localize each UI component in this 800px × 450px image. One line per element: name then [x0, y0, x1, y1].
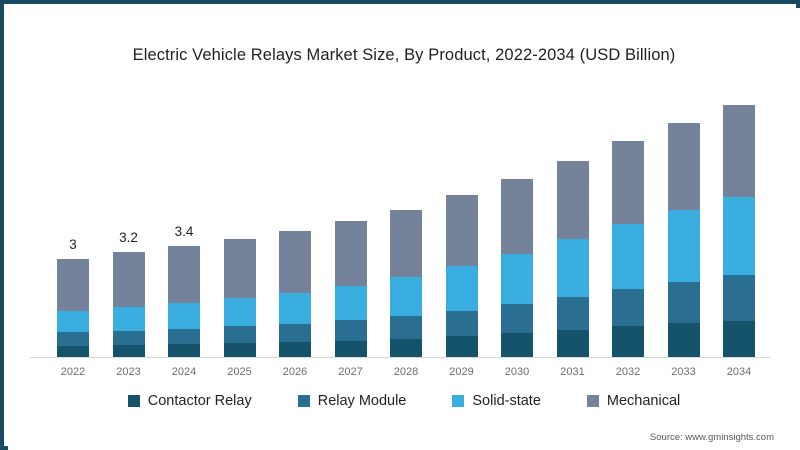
bar-2027: [334, 221, 367, 357]
bar-2028: [390, 209, 422, 357]
value-label-2023: 3.2: [119, 230, 138, 246]
legend-item-mechanical[interactable]: Mechanical: [586, 393, 681, 409]
bar-segment-relay-module: [723, 275, 755, 321]
bar-2030: [501, 178, 533, 357]
bar-segment-solid-state: [279, 292, 311, 324]
bar-2029: [445, 195, 478, 357]
bar-segment-contactor-relay: [723, 321, 755, 357]
bar-segment-solid-state: [168, 303, 200, 329]
x-tick-2034: 2034: [726, 366, 752, 378]
bar-2033: [667, 123, 700, 357]
bar-segment-mechanical: [612, 141, 644, 224]
bar-segment-relay-module: [112, 330, 145, 346]
x-tick-2023: 2023: [116, 366, 141, 378]
bar-segment-mechanical: [334, 221, 367, 286]
bar-segment-mechanical: [723, 105, 755, 197]
bar-segment-contactor-relay: [556, 329, 589, 357]
source-attribution: Source: www.gminsights.com: [649, 432, 774, 443]
bar-segment-mechanical: [57, 258, 89, 312]
bar-segment-solid-state: [223, 298, 256, 327]
bar-segment-relay-module: [556, 296, 589, 330]
value-label-2022: 3: [69, 236, 77, 252]
bar-segment-solid-state: [723, 196, 755, 276]
x-tick-2026: 2026: [282, 366, 308, 378]
bar-segment-contactor-relay: [445, 336, 478, 357]
bar-segment-contactor-relay: [334, 340, 367, 357]
bar-segment-mechanical: [556, 160, 589, 240]
legend-label: Mechanical: [606, 393, 681, 409]
bar-segment-relay-module: [279, 323, 311, 342]
bar-2034: [723, 105, 755, 357]
bar-segment-contactor-relay: [57, 346, 89, 357]
legend-swatch-icon: [127, 395, 140, 407]
x-tick-2024: 2024: [171, 366, 197, 378]
x-tick-2025: 2025: [227, 366, 252, 378]
bar-2032: [612, 141, 644, 357]
x-tick-2027: 2027: [338, 366, 363, 378]
bar-segment-solid-state: [112, 307, 145, 331]
bar-segment-mechanical: [223, 239, 256, 299]
chart-canvas: Electric Vehicle Relays Market Size, By …: [8, 8, 800, 450]
bar-2022: [57, 258, 89, 357]
bar-segment-relay-module: [223, 326, 256, 344]
x-tick-2022: 2022: [60, 366, 86, 378]
bar-segment-relay-module: [445, 310, 478, 337]
bar-segment-contactor-relay: [612, 326, 644, 357]
x-tick-2031: 2031: [560, 366, 585, 378]
bar-2023: [112, 252, 145, 357]
legend-label: Solid-state: [472, 393, 541, 409]
bar-segment-mechanical: [390, 209, 422, 278]
bar-2024: [168, 245, 200, 357]
bar-segment-relay-module: [612, 288, 644, 327]
bar-segment-solid-state: [445, 266, 478, 311]
chart-legend: Contactor Relay Relay Module Solid-state Me…: [8, 393, 800, 409]
bar-segment-mechanical: [168, 245, 200, 304]
legend-item-solid-state[interactable]: Solid-state: [452, 393, 541, 409]
chart-title: Electric Vehicle Relays Market Size, By …: [132, 46, 676, 64]
bar-segment-solid-state: [390, 277, 422, 317]
bar-segment-mechanical: [501, 178, 533, 254]
x-tick-2033: 2033: [671, 366, 696, 378]
bar-segment-contactor-relay: [501, 333, 533, 357]
bar-segment-solid-state: [667, 209, 700, 282]
bar-2026: [279, 231, 311, 357]
bar-segment-mechanical: [667, 123, 700, 210]
bar-segment-solid-state: [334, 285, 367, 321]
bar-segment-solid-state: [612, 223, 644, 289]
bar-2025: [223, 239, 256, 357]
bar-segment-contactor-relay: [667, 323, 700, 357]
bar-segment-contactor-relay: [390, 338, 422, 357]
bar-segment-contactor-relay: [168, 344, 200, 357]
legend-swatch-icon: [452, 395, 465, 407]
x-tick-2028: 2028: [393, 366, 419, 378]
bar-segment-contactor-relay: [112, 345, 145, 357]
legend-swatch-icon: [586, 395, 599, 407]
bar-segment-relay-module: [168, 328, 200, 345]
bar-segment-relay-module: [667, 281, 700, 324]
bar-segment-solid-state: [57, 311, 89, 333]
x-tick-2030: 2030: [504, 366, 530, 378]
legend-label: Contactor Relay: [147, 393, 252, 409]
bar-segment-mechanical: [445, 195, 478, 267]
legend-swatch-icon: [297, 395, 310, 407]
bar-segment-relay-module: [57, 332, 89, 347]
bar-2031: [556, 160, 589, 357]
x-tick-2029: 2029: [449, 366, 474, 378]
bar-segment-relay-module: [501, 304, 533, 334]
legend-item-contactor-relay[interactable]: Contactor Relay: [127, 393, 252, 409]
value-label-2024: 3.4: [174, 223, 194, 239]
bar-segment-solid-state: [501, 253, 533, 305]
bar-segment-contactor-relay: [223, 343, 256, 357]
bar-segment-solid-state: [556, 239, 589, 297]
legend-label: Relay Module: [317, 393, 407, 409]
bar-segment-relay-module: [334, 320, 367, 341]
bar-segment-relay-module: [390, 316, 422, 339]
bar-segment-mechanical: [112, 252, 145, 308]
bar-segment-contactor-relay: [279, 341, 311, 357]
bar-segment-mechanical: [279, 231, 311, 293]
legend-item-relay-module[interactable]: Relay Module: [297, 393, 407, 409]
x-axis-line: [30, 357, 770, 358]
x-tick-2032: 2032: [615, 366, 641, 378]
